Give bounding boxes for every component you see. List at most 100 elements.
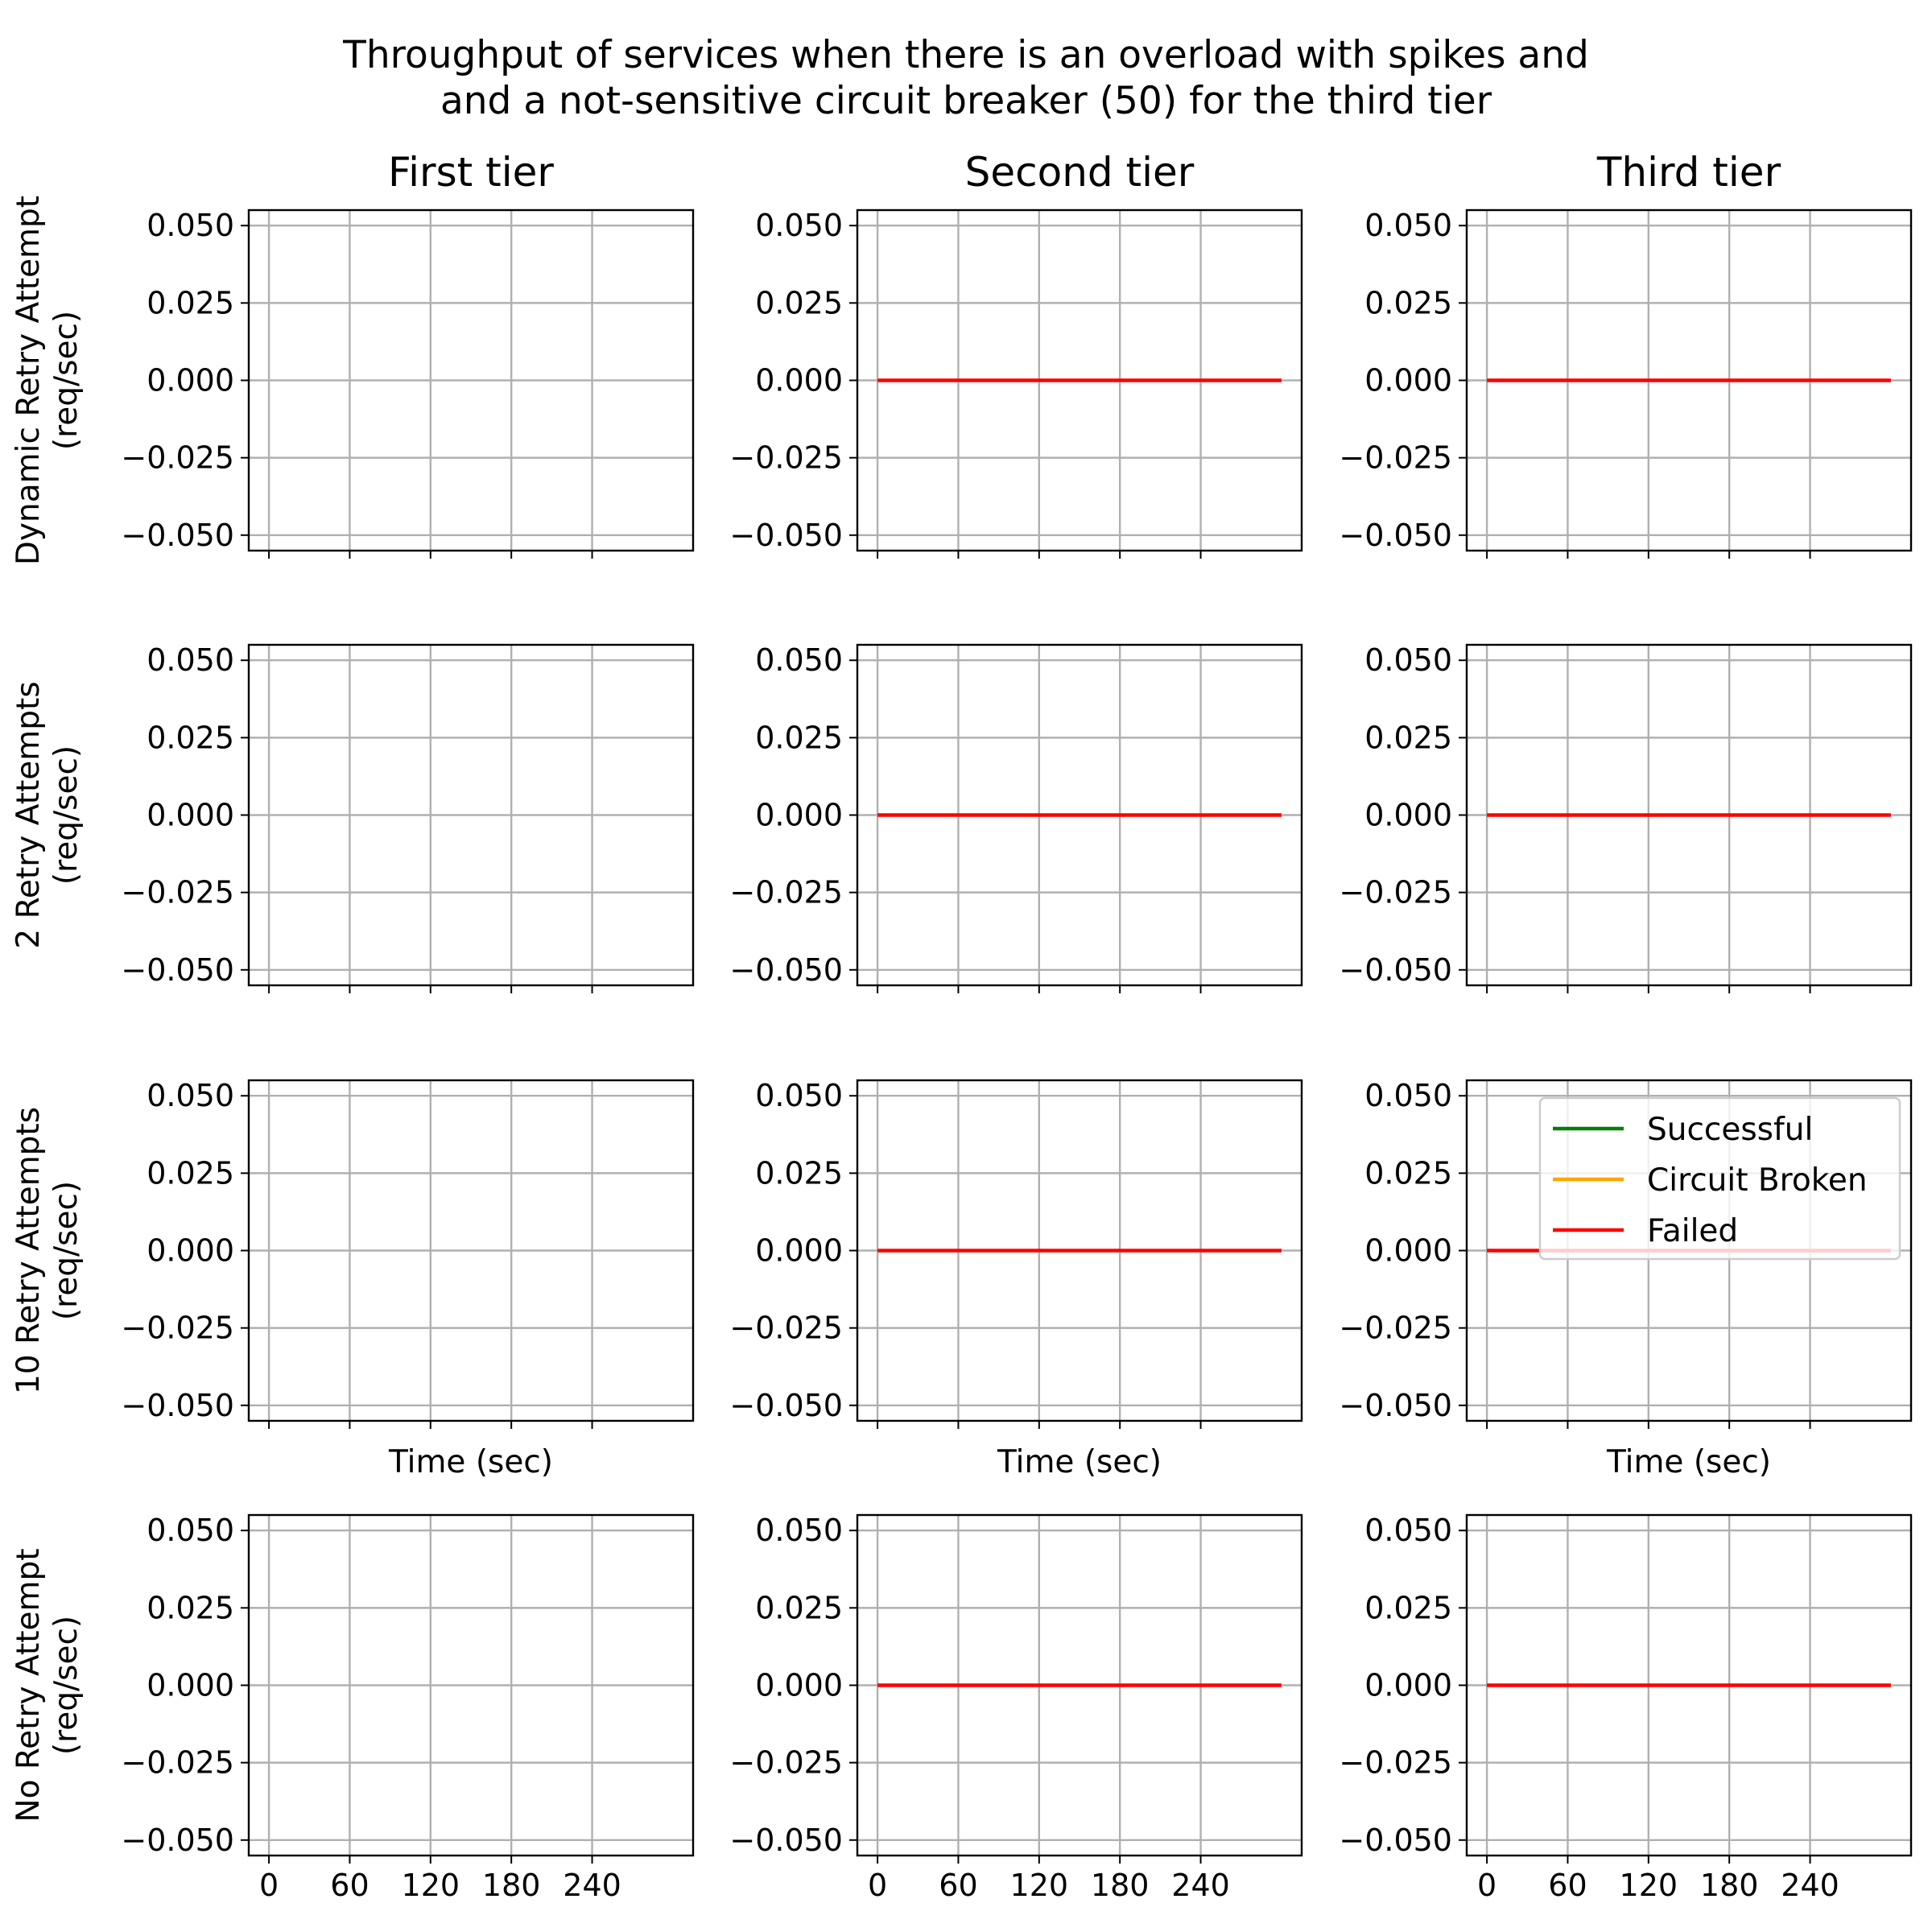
y-tick-label: −0.025 bbox=[1339, 440, 1452, 476]
y-tick-label: 0.000 bbox=[1364, 363, 1452, 398]
row-ylabel-unit: (req/sec) bbox=[48, 1616, 85, 1755]
y-tick-label: 0.050 bbox=[147, 1513, 234, 1548]
axes-frame bbox=[247, 208, 695, 552]
figure-title-line2: and a not-sensitive circuit breaker (50)… bbox=[440, 79, 1492, 123]
y-tick-label: 0.025 bbox=[755, 720, 843, 755]
axes-frame bbox=[247, 643, 695, 987]
y-tick-label: 0.050 bbox=[755, 1078, 843, 1113]
y-tick-label: 0.000 bbox=[147, 798, 234, 833]
y-tick-label: 0.050 bbox=[755, 208, 843, 243]
figure-title-line1: Throughput of services when there is an … bbox=[342, 33, 1589, 77]
legend: Successful Circuit Broken Failed bbox=[1538, 1096, 1901, 1261]
legend-label: Failed bbox=[1647, 1213, 1738, 1249]
axes-frame bbox=[1465, 208, 1913, 552]
row-ylabel: 2 Retry Attempts bbox=[10, 681, 47, 948]
panel-r3-c1: 0 60 120 180 240 −0.050 −0.025 0.000 0.025 0.050 bbox=[729, 1513, 1303, 1903]
y-tick-label: −0.050 bbox=[729, 1388, 843, 1423]
x-tick-label: 120 bbox=[1620, 1868, 1678, 1903]
x-tick-label: 120 bbox=[402, 1868, 460, 1903]
row-ylabel: 10 Retry Attempts bbox=[10, 1107, 47, 1394]
axes-frame bbox=[856, 1079, 1303, 1422]
panel-r2-c0: −0.050 −0.025 0.000 0.025 0.050 Time (sec) bbox=[121, 1078, 695, 1480]
y-tick-label: −0.025 bbox=[729, 1745, 843, 1781]
panel-grid: −0.050−0.0250.0000.0250.050−0.050−0.0250… bbox=[10, 149, 1913, 1903]
panel-r3-c2: 0 60 120 180 240 −0.050 −0.025 0.000 0.025 0.050 bbox=[1339, 1513, 1913, 1903]
y-tick-label: 0.050 bbox=[755, 1513, 843, 1548]
y-tick-label: −0.050 bbox=[1339, 1388, 1452, 1423]
y-tick-label: 0.025 bbox=[147, 720, 234, 755]
y-tick-label: 0.000 bbox=[147, 1233, 234, 1269]
y-tick-label: 0.050 bbox=[147, 642, 234, 678]
y-tick-label: −0.025 bbox=[729, 440, 843, 476]
panel-r1-c1: −0.050 −0.025 0.000 0.025 0.050 bbox=[729, 642, 1303, 993]
y-tick-label: −0.025 bbox=[729, 1311, 843, 1346]
y-tick-label: 0.050 bbox=[1364, 1078, 1452, 1113]
y-tick-label: 0.000 bbox=[1364, 1668, 1452, 1703]
axes-frame bbox=[856, 208, 1303, 552]
x-tick-label: 240 bbox=[563, 1868, 621, 1903]
y-tick-label: −0.050 bbox=[121, 1823, 234, 1858]
legend-label: Circuit Broken bbox=[1647, 1162, 1868, 1199]
row-ylabel: Dynamic Retry Attempt bbox=[10, 196, 47, 565]
y-tick-label: −0.050 bbox=[729, 1823, 843, 1858]
y-tick-label: 0.000 bbox=[147, 1668, 234, 1703]
y-tick-label: −0.025 bbox=[1339, 1745, 1452, 1781]
y-tick-label: −0.025 bbox=[121, 440, 234, 476]
x-tick-label: 60 bbox=[330, 1868, 369, 1903]
y-tick-label: 0.025 bbox=[147, 1155, 234, 1191]
y-tick-label: 0.025 bbox=[1364, 720, 1452, 755]
axes-frame bbox=[247, 1513, 695, 1857]
x-tick-label: 120 bbox=[1010, 1868, 1069, 1903]
y-tick-label: 0.025 bbox=[1364, 1155, 1452, 1191]
y-tick-label: −0.050 bbox=[729, 952, 843, 988]
x-axis-label: Time (sec) bbox=[1606, 1444, 1771, 1480]
y-tick-label: −0.025 bbox=[1339, 875, 1452, 910]
y-tick-label: 0.000 bbox=[755, 363, 843, 398]
x-axis-label: Time (sec) bbox=[388, 1444, 553, 1480]
row-ylabel-unit: (req/sec) bbox=[48, 745, 85, 885]
panel-r0-c2: −0.050 −0.025 0.000 0.025 0.050 bbox=[1339, 208, 1913, 559]
y-tick-label: −0.050 bbox=[729, 518, 843, 553]
x-tick-label: 0 bbox=[1477, 1868, 1496, 1903]
y-tick-label: 0.050 bbox=[147, 208, 234, 243]
y-tick-label: 0.025 bbox=[755, 1590, 843, 1625]
y-tick-label: 0.000 bbox=[755, 1233, 843, 1269]
panel-r0-c0: −0.050 −0.025 0.000 0.025 0.050 bbox=[121, 208, 695, 559]
x-tick-label: 0 bbox=[868, 1868, 887, 1903]
axes-frame bbox=[856, 643, 1303, 987]
row-ylabel-unit: (req/sec) bbox=[48, 1181, 85, 1320]
y-tick-label: 0.025 bbox=[147, 1590, 234, 1625]
y-tick-label: 0.050 bbox=[147, 1078, 234, 1113]
y-tick-label: −0.025 bbox=[121, 875, 234, 910]
y-tick-label: 0.025 bbox=[1364, 1590, 1452, 1625]
y-tick-label: 0.050 bbox=[1364, 1513, 1452, 1548]
y-tick-label: 0.000 bbox=[755, 1668, 843, 1703]
y-tick-label: 0.050 bbox=[1364, 208, 1452, 243]
axes-frame bbox=[1465, 1513, 1913, 1857]
x-tick-label: 180 bbox=[1091, 1868, 1150, 1903]
y-tick-label: −0.025 bbox=[1339, 1311, 1452, 1346]
panel-r2-c1: −0.050 −0.025 0.000 0.025 0.050 Time (sec) bbox=[729, 1078, 1303, 1480]
y-tick-label: 0.000 bbox=[755, 798, 843, 833]
x-tick-label: 180 bbox=[482, 1868, 541, 1903]
y-tick-label: 0.025 bbox=[147, 285, 234, 320]
axes-frame bbox=[247, 1079, 695, 1422]
row-ylabel: No Retry Attempt bbox=[10, 1548, 47, 1822]
x-axis-label: Time (sec) bbox=[997, 1444, 1162, 1480]
x-tick-label: 180 bbox=[1700, 1868, 1759, 1903]
row-ylabel-unit: (req/sec) bbox=[48, 311, 85, 450]
panel-r3-c0: 0 60 120 180 240 −0.050 −0.025 0.000 0.025 0.050 bbox=[121, 1513, 695, 1903]
x-tick-label: 60 bbox=[1548, 1868, 1587, 1903]
y-tick-label: −0.050 bbox=[121, 518, 234, 553]
y-tick-label: −0.050 bbox=[1339, 518, 1452, 553]
y-tick-label: −0.025 bbox=[121, 1745, 234, 1781]
y-tick-label: −0.050 bbox=[1339, 1823, 1452, 1858]
x-tick-label: 0 bbox=[259, 1868, 279, 1903]
x-tick-label: 240 bbox=[1781, 1868, 1839, 1903]
column-title: Second tier bbox=[965, 149, 1195, 196]
axes-frame bbox=[1465, 1079, 1913, 1422]
y-tick-label: 0.025 bbox=[1364, 285, 1452, 320]
y-tick-label: 0.000 bbox=[147, 363, 234, 398]
legend-label: Successful bbox=[1647, 1112, 1813, 1148]
